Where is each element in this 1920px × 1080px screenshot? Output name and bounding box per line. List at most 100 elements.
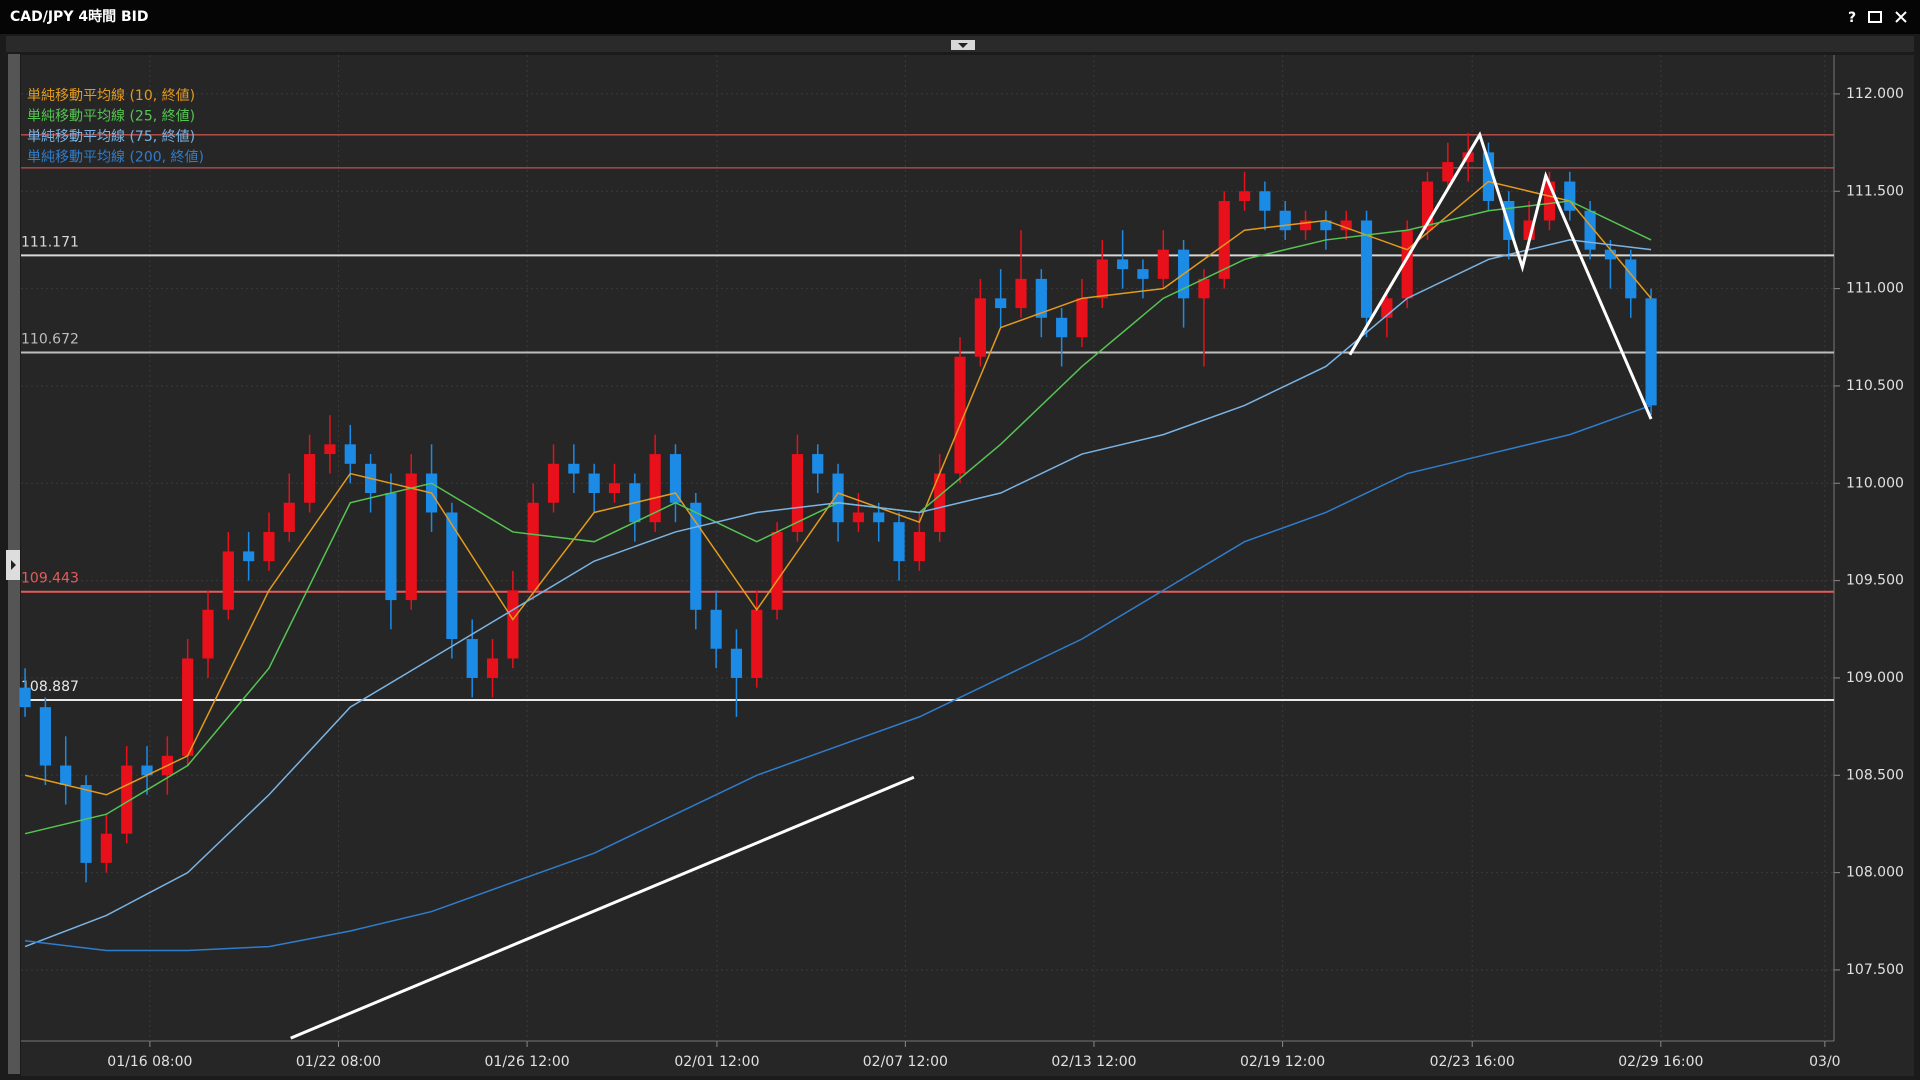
x-tick-label: 02/01 12:00 (674, 1054, 759, 1070)
ma-line (24, 239, 1652, 948)
help-button[interactable]: ? (1848, 10, 1856, 26)
plot-area (21, 55, 1834, 1041)
candle-body (527, 502, 539, 591)
candle-body (1198, 278, 1210, 299)
candle-body (954, 356, 966, 474)
candle-body (893, 522, 905, 562)
level-label: 111.171 (21, 234, 79, 250)
candle-body (405, 473, 417, 601)
candle-body (791, 454, 804, 532)
candle-body (243, 551, 255, 562)
x-tick-label: 03/0 (1809, 1054, 1840, 1070)
x-tick-label: 02/07 12:00 (863, 1054, 948, 1070)
candle-body (568, 463, 580, 474)
candle-body (547, 463, 560, 503)
candle-body (1604, 249, 1617, 260)
y-tick-label: 109.000 (1846, 670, 1904, 686)
y-tick-label: 109.500 (1846, 573, 1904, 589)
candle-body (446, 512, 458, 640)
candle-body (60, 765, 72, 786)
candle-body (1543, 181, 1556, 221)
candle-body (730, 648, 743, 678)
x-tick-label: 02/19 12:00 (1240, 1054, 1325, 1070)
legend-entry: 単純移動平均線 (200, 終値) (27, 150, 204, 166)
candle-body (934, 473, 946, 532)
candle-body (1381, 298, 1393, 318)
candle-body (1360, 220, 1373, 318)
y-tick-label: 110.500 (1846, 378, 1904, 394)
level-label: 110.672 (21, 331, 79, 347)
candle-body (1523, 220, 1535, 240)
candle-body (669, 454, 682, 503)
candle-body (1564, 181, 1576, 211)
candle-body (832, 473, 844, 523)
candle-body (202, 609, 214, 659)
candle-body (1421, 181, 1434, 231)
candle-body (852, 512, 864, 523)
legend-entry: 単純移動平均線 (75, 終値) (27, 129, 195, 145)
candle-body (121, 765, 133, 834)
candle-body (710, 609, 722, 649)
candle-body (263, 531, 275, 562)
legend-entry: 単純移動平均線 (10, 終値) (27, 88, 195, 104)
trend-line (290, 775, 915, 1040)
candle-body (1442, 162, 1454, 182)
candle-body (995, 298, 1007, 309)
candle-body (771, 531, 783, 610)
x-tick-label: 02/29 16:00 (1618, 1054, 1703, 1070)
candle-body (1218, 201, 1230, 279)
candle-body (588, 473, 600, 494)
title-bar (0, 0, 1920, 34)
candle-body (1259, 191, 1271, 211)
candle-body (1584, 210, 1596, 250)
candle-body (1035, 278, 1047, 318)
candle-body (1299, 220, 1312, 231)
y-axis-area (1834, 55, 1914, 1041)
toggle-arrow (958, 43, 968, 48)
candle-body (1076, 298, 1088, 338)
candle-body (80, 785, 92, 863)
level-label: 109.443 (21, 571, 79, 587)
candle-body (486, 658, 499, 678)
y-tick-label: 108.500 (1846, 767, 1904, 783)
candle-body (222, 551, 234, 610)
candle-body (1117, 259, 1129, 270)
candle-body (39, 707, 51, 766)
x-axis-area (21, 1041, 1914, 1076)
candle-body (304, 454, 316, 503)
y-tick-label: 111.500 (1846, 183, 1904, 199)
ma-line (24, 404, 1652, 952)
candle-body (649, 454, 661, 523)
candle-body (507, 590, 519, 659)
maximize-button[interactable] (1868, 11, 1882, 23)
candle-body (1238, 191, 1251, 202)
candle-body (1482, 152, 1495, 202)
candle-body (690, 502, 702, 610)
candle-body (324, 444, 336, 455)
y-tick-label: 112.000 (1846, 86, 1904, 102)
candle-body (19, 687, 31, 708)
candle-body (1340, 220, 1352, 231)
x-tick-label: 02/13 12:00 (1051, 1054, 1136, 1070)
candle-body (385, 493, 397, 601)
candle-body (1056, 317, 1068, 338)
candle-body (608, 483, 621, 494)
candle-body (1625, 259, 1637, 299)
candle-body (344, 444, 356, 464)
level-label: 108.887 (21, 679, 79, 695)
candle-body (141, 765, 153, 776)
x-tick-label: 01/22 08:00 (296, 1054, 381, 1070)
x-tick-label: 01/16 08:00 (107, 1054, 192, 1070)
close-button[interactable] (1895, 11, 1907, 23)
y-tick-label: 108.000 (1846, 865, 1904, 881)
trend-line (1348, 131, 1653, 420)
x-tick-label: 01/26 12:00 (485, 1054, 570, 1070)
candle-body (812, 454, 824, 474)
candle-body (1645, 298, 1657, 406)
window-title: CAD/JPY 4時間 BID (10, 8, 148, 25)
ma-line (24, 180, 1652, 796)
candle-body (974, 298, 986, 357)
candle-body (1015, 278, 1027, 309)
candle-body (873, 512, 885, 523)
